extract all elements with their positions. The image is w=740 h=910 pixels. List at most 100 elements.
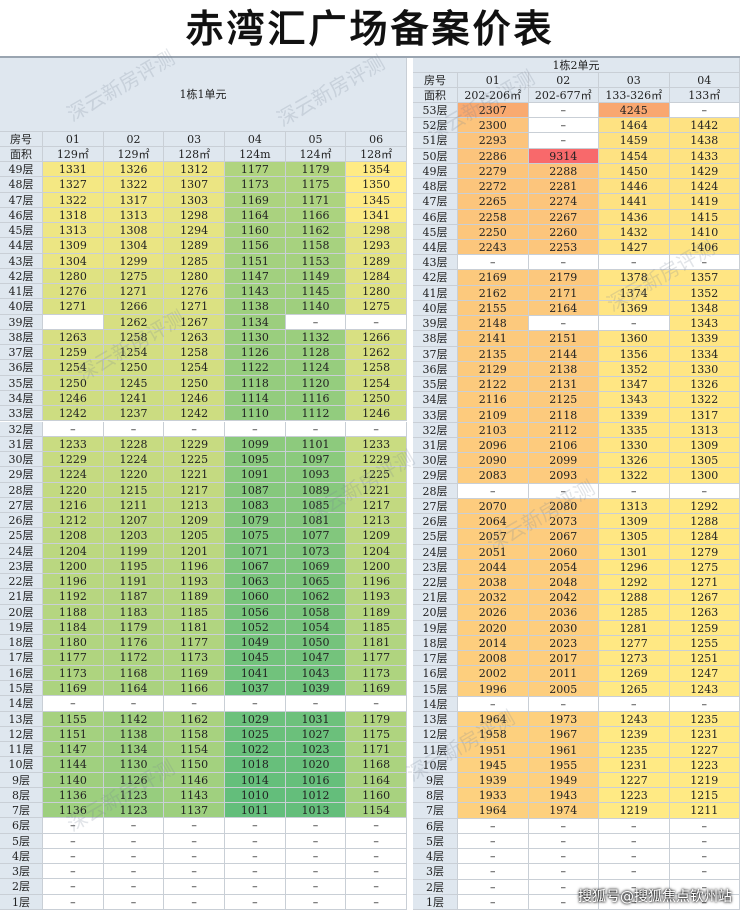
price-cell: 1200 (43, 558, 104, 575)
price-cell: 2093 (528, 468, 599, 484)
price-cell: 2307 (458, 103, 529, 119)
price-cell: 2008 (458, 651, 529, 667)
price-cell: 1220 (43, 482, 104, 498)
price-cell: 1056 (225, 604, 286, 620)
price-cell: 1147 (225, 268, 286, 285)
floor-label: 45层 (0, 223, 43, 239)
price-cell: 1193 (346, 589, 407, 605)
price-cell: 2265 (458, 194, 529, 210)
price-cell: 1254 (346, 375, 407, 391)
price-cell: – (528, 879, 599, 895)
price-cell: 1227 (669, 742, 740, 758)
price-cell: 1280 (43, 268, 104, 285)
floor-label: 30层 (0, 452, 43, 468)
price-cell: 2164 (528, 300, 599, 317)
price-cell: 1211 (103, 497, 165, 514)
price-cell: 1126 (103, 772, 165, 788)
price-cell: 2274 (528, 194, 599, 210)
price-cell: 1239 (599, 727, 670, 743)
floor-label: 30层 (413, 453, 458, 469)
price-cell: 1177 (43, 650, 104, 666)
price-cell: 1415 (669, 209, 740, 225)
price-cell: 1250 (43, 375, 104, 391)
price-cell: 1177 (346, 650, 407, 666)
price-cell: 1054 (285, 619, 347, 636)
price-cell: 1027 (285, 726, 347, 743)
floor-label: 38层 (0, 329, 43, 346)
price-cell: 1271 (43, 299, 104, 315)
price-cell: 1160 (225, 223, 286, 239)
price-cell: 1441 (599, 194, 670, 210)
price-cell: 1043 (285, 665, 347, 681)
price-cell: – (164, 848, 225, 865)
price-cell: 1187 (103, 589, 165, 605)
price-cell: 1138 (103, 726, 165, 743)
price-cell: 1298 (346, 223, 407, 239)
price-cell: 1246 (346, 406, 407, 422)
price-cell: 1162 (164, 711, 225, 727)
price-cell: 1330 (599, 437, 670, 454)
floor-label: 15层 (0, 681, 43, 697)
price-cell: – (458, 894, 529, 910)
price-cell: 1322 (43, 192, 104, 208)
price-cell: 1022 (225, 742, 286, 758)
floor-label: 18层 (413, 635, 458, 652)
floor-label: 16层 (0, 665, 43, 681)
price-cell: 1169 (225, 192, 286, 208)
floor-label: 24层 (413, 544, 458, 560)
price-cell: – (103, 818, 165, 834)
price-cell: 1334 (669, 346, 740, 362)
price-cell: 1065 (285, 574, 347, 590)
price-cell: 2288 (528, 163, 599, 180)
price-cell: 1018 (225, 757, 286, 773)
price-cell: 1335 (599, 422, 670, 438)
price-cell: 2014 (458, 635, 529, 652)
unit-area: 124m (225, 147, 286, 162)
price-cell: 1262 (346, 345, 407, 361)
price-cell: 1123 (103, 803, 165, 819)
price-cell: 1123 (103, 787, 165, 804)
price-cell: 2023 (528, 635, 599, 652)
floor-label: 28层 (413, 483, 458, 499)
price-cell: – (43, 894, 104, 910)
price-cell: 1205 (164, 528, 225, 544)
floor-label: 11层 (0, 742, 43, 758)
price-cell: 1145 (285, 284, 347, 300)
price-cell: 1269 (599, 666, 670, 682)
price-cell: 1410 (669, 224, 740, 241)
floor-label: 34层 (0, 390, 43, 407)
price-cell: 1193 (164, 574, 225, 590)
price-cell: 1438 (669, 133, 740, 149)
price-cell: 1231 (599, 757, 670, 773)
price-cell: 1406 (669, 240, 740, 256)
floor-label: 36层 (413, 361, 458, 378)
price-cell: 1432 (599, 224, 670, 241)
price-cell: 1281 (599, 620, 670, 636)
price-cell: 1933 (458, 788, 529, 804)
price-cell: 2260 (528, 224, 599, 241)
price-cell: 2103 (458, 422, 529, 438)
price-cell: – (346, 848, 407, 865)
price-cell: 1313 (43, 223, 104, 239)
price-cell: 9314 (528, 148, 599, 164)
price-cell: – (164, 894, 225, 910)
price-cell: 1025 (225, 726, 286, 743)
floor-label: 1层 (413, 894, 458, 910)
price-cell: – (528, 864, 599, 880)
floor-label: 35层 (0, 375, 43, 391)
price-cell: 2258 (458, 209, 529, 225)
price-cell: 1309 (599, 514, 670, 530)
floor-label: 17层 (413, 651, 458, 667)
price-cell: 1339 (669, 331, 740, 347)
price-cell: 2131 (528, 377, 599, 393)
price-cell: – (599, 818, 670, 834)
unit-area: 133㎡ (669, 88, 740, 103)
floor-label: 46层 (413, 209, 458, 225)
floor-label: 26层 (0, 513, 43, 529)
price-cell: – (43, 848, 104, 865)
price-cell: 1213 (346, 513, 407, 529)
floor-label: 32层 (0, 421, 43, 437)
price-cell: 1360 (599, 331, 670, 347)
price-cell: 1267 (669, 590, 740, 606)
price-cell: 1212 (43, 513, 104, 529)
